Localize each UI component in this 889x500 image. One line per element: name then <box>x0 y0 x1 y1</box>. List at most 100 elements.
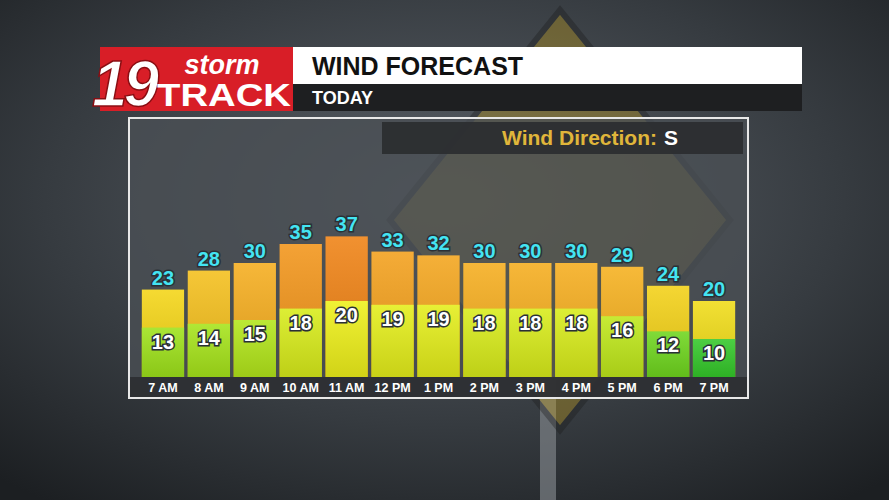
x-tick-label: 5 PM <box>608 381 637 395</box>
canvas: WIND FORECAST TODAY 19 stormTRACK Wind Direc… <box>0 0 889 500</box>
logo-number: 19 <box>92 48 160 120</box>
bar-shade <box>463 309 505 377</box>
bar-shade <box>463 263 505 377</box>
bar <box>693 301 735 377</box>
bar-shade <box>188 271 230 377</box>
data-label: 23 <box>152 267 174 289</box>
plot-panel <box>129 118 748 398</box>
data-label: 30 <box>519 240 541 262</box>
bar <box>188 324 230 377</box>
bar-shade <box>693 301 735 377</box>
bar <box>280 309 322 377</box>
bar-shade <box>647 331 689 377</box>
bar <box>693 339 735 377</box>
data-label: 33 <box>381 229 403 251</box>
bar <box>463 263 505 377</box>
marks <box>142 236 735 377</box>
bar <box>647 286 689 377</box>
annotation-box <box>382 122 743 154</box>
data-label: 15 <box>244 323 266 345</box>
bar <box>601 267 643 377</box>
bar-shade <box>417 305 459 377</box>
subtitle-bar <box>293 84 802 111</box>
data-label: 18 <box>473 312 495 334</box>
bar-shade <box>601 316 643 377</box>
bar-shade <box>280 244 322 377</box>
x-tick-label: 3 PM <box>516 381 545 395</box>
x-tick-label: 11 AM <box>329 381 365 395</box>
annotation-value: S <box>664 126 678 149</box>
data-label: 35 <box>290 221 312 243</box>
data-label: 16 <box>611 319 633 341</box>
bar <box>142 290 184 377</box>
x-tick-label: 7 PM <box>699 381 728 395</box>
bar-shade <box>188 324 230 377</box>
bar-shade <box>142 290 184 377</box>
x-tick-label: 10 AM <box>283 381 319 395</box>
bar-shade <box>509 263 551 377</box>
bar <box>463 309 505 377</box>
bar <box>371 252 413 377</box>
x-tick-label: 12 PM <box>375 381 411 395</box>
bar-shade <box>326 236 368 377</box>
data-label: 30 <box>473 240 495 262</box>
bar <box>234 320 276 377</box>
bar <box>509 309 551 377</box>
x-tick-label: 6 PM <box>654 381 683 395</box>
bar <box>371 305 413 377</box>
x-tick-label: 8 AM <box>194 381 223 395</box>
bar-shade <box>326 301 368 377</box>
bar-shade <box>555 309 597 377</box>
data-label: 28 <box>198 248 220 270</box>
x-tick-label: 7 AM <box>148 381 177 395</box>
bar <box>601 316 643 377</box>
annotation-label: Wind Direction: <box>502 126 657 149</box>
bar <box>326 301 368 377</box>
data-label: 24 <box>657 263 680 285</box>
annotation: Wind Direction: S <box>502 126 678 149</box>
data-label: 14 <box>198 327 221 349</box>
bar <box>555 309 597 377</box>
data-label: 19 <box>381 308 403 330</box>
data-label: 32 <box>427 232 449 254</box>
bar <box>280 244 322 377</box>
bar-shade <box>142 328 184 377</box>
bar-shade <box>371 252 413 377</box>
x-tick-label: 2 PM <box>470 381 499 395</box>
bar <box>555 263 597 377</box>
data-label: 20 <box>336 304 358 326</box>
data-label: 18 <box>519 312 541 334</box>
category-strip <box>130 377 747 397</box>
bar-shade <box>234 263 276 377</box>
data-label: 18 <box>290 312 312 334</box>
title: WIND FORECAST <box>312 52 523 80</box>
subtitle: TODAY <box>312 88 373 108</box>
title-bar <box>293 47 802 84</box>
x-tick-label: 9 AM <box>240 381 269 395</box>
logo-line1: storm <box>184 50 259 80</box>
data-label: 37 <box>336 213 358 235</box>
bar-shade <box>693 339 735 377</box>
bar <box>417 255 459 377</box>
bar-shade <box>555 263 597 377</box>
bar-shade <box>280 309 322 377</box>
bar <box>234 263 276 377</box>
x-tick-label: 1 PM <box>424 381 453 395</box>
bar-shade <box>509 309 551 377</box>
logo-line2: TRACK <box>157 77 291 113</box>
bar-shade <box>417 255 459 377</box>
bar <box>188 271 230 377</box>
labels: 2328303537333230303029242013141518201919… <box>148 213 728 395</box>
background <box>0 0 889 500</box>
bar <box>509 263 551 377</box>
data-label: 20 <box>703 278 725 300</box>
data-label: 12 <box>657 334 679 356</box>
bar <box>142 328 184 377</box>
x-tick-label: 4 PM <box>562 381 591 395</box>
bar-shade <box>647 286 689 377</box>
bar <box>326 236 368 377</box>
data-label: 29 <box>611 244 633 266</box>
bar <box>647 331 689 377</box>
bar <box>417 305 459 377</box>
bar-shade <box>234 320 276 377</box>
